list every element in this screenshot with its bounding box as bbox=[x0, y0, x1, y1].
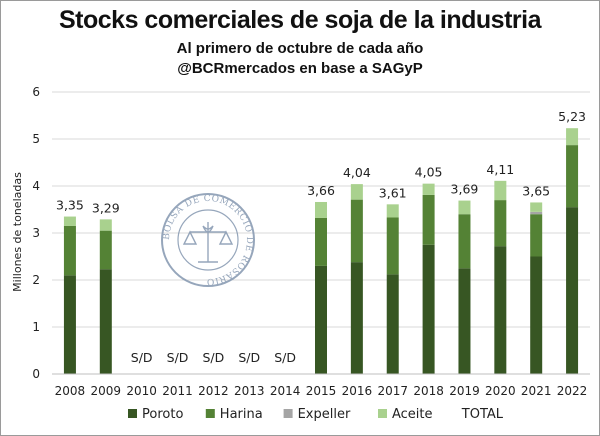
bar-aceite-2019 bbox=[458, 200, 471, 215]
total-label-2011: S/D bbox=[167, 350, 189, 365]
legend-swatch-poroto bbox=[128, 409, 137, 418]
x-tick-label: 2017 bbox=[377, 384, 408, 398]
chart-subtitle: Al primero de octubre de cada año bbox=[176, 40, 424, 57]
bar-poroto-2018 bbox=[422, 244, 435, 374]
y-tick-label: 5 bbox=[32, 132, 40, 146]
chart-title: Stocks comerciales de soja de la industr… bbox=[59, 6, 542, 34]
bar-harina-2021 bbox=[530, 214, 543, 257]
total-labels: 3,35 3,29 S/D S/D S/D S/D S/D 3,66 4,04 3,61 4,05 3… bbox=[56, 109, 586, 365]
bar-aceite-2008 bbox=[63, 216, 76, 226]
total-label-2017: 3,61 bbox=[379, 185, 407, 200]
x-tick-label: 2011 bbox=[162, 384, 193, 398]
x-tick-label: 2010 bbox=[126, 384, 157, 398]
y-tick-label: 3 bbox=[32, 226, 40, 240]
bar-expeller-2021 bbox=[530, 211, 543, 215]
bar-poroto-2008 bbox=[63, 275, 76, 374]
bar-poroto-2016 bbox=[350, 262, 363, 374]
x-tick-label: 2014 bbox=[270, 384, 301, 398]
legend-label-aceite: Aceite bbox=[392, 407, 433, 422]
chart-source: @BCRmercados en base a SAGyP bbox=[177, 60, 423, 77]
x-tick-label: 2012 bbox=[198, 384, 229, 398]
total-label-2022: 5,23 bbox=[558, 109, 586, 124]
bar-harina-2016 bbox=[350, 199, 363, 263]
bar-aceite-2017 bbox=[386, 204, 399, 218]
total-label-2010: S/D bbox=[131, 350, 153, 365]
bar-poroto-2017 bbox=[386, 274, 399, 374]
bar-harina-2019 bbox=[458, 214, 471, 269]
total-label-2012: S/D bbox=[203, 350, 225, 365]
y-tick-label: 6 bbox=[32, 85, 40, 99]
legend-label-harina: Harina bbox=[220, 407, 263, 422]
bar-poroto-2022 bbox=[566, 207, 579, 374]
x-tick-label: 2013 bbox=[234, 384, 265, 398]
bar-aceite-2022 bbox=[566, 128, 579, 146]
seal-scales-icon bbox=[182, 222, 234, 263]
x-tick-label: 2009 bbox=[91, 384, 122, 398]
total-label-2018: 4,05 bbox=[415, 165, 443, 180]
legend-label-poroto: Poroto bbox=[142, 407, 183, 422]
legend-swatch-expeller bbox=[283, 409, 293, 418]
bar-aceite-2016 bbox=[350, 184, 363, 200]
bar-harina-2020 bbox=[494, 200, 507, 247]
x-tick-label: 2016 bbox=[342, 384, 373, 398]
bar-aceite-2021 bbox=[530, 202, 543, 212]
y-axis-ticks: 0 1 2 3 4 5 6 bbox=[32, 85, 40, 381]
x-tick-label: 2021 bbox=[521, 384, 552, 398]
legend-label-total: TOTAL bbox=[461, 407, 504, 422]
x-tick-label: 2019 bbox=[449, 384, 480, 398]
bar-poroto-2009 bbox=[99, 269, 112, 374]
total-label-2020: 4,11 bbox=[486, 162, 514, 177]
bars bbox=[63, 128, 579, 374]
total-label-2014: S/D bbox=[274, 350, 296, 365]
bar-harina-2017 bbox=[386, 217, 399, 275]
bar-harina-2018 bbox=[422, 194, 435, 245]
bar-harina-2015 bbox=[315, 217, 327, 266]
bar-aceite-2009 bbox=[99, 219, 112, 231]
bcr-seal-watermark: BOLSA DE COMERCIO DE ROSARIO bbox=[161, 193, 255, 287]
bar-poroto-2021 bbox=[530, 256, 543, 374]
legend-swatch-aceite bbox=[378, 409, 387, 418]
y-tick-label: 4 bbox=[32, 179, 40, 193]
x-tick-label: 2018 bbox=[413, 384, 444, 398]
bar-harina-2008 bbox=[63, 225, 76, 276]
legend-swatch-harina bbox=[205, 409, 215, 418]
bar-poroto-2020 bbox=[494, 246, 507, 374]
x-tick-label: 2020 bbox=[485, 384, 516, 398]
total-label-2016: 4,04 bbox=[343, 165, 371, 180]
x-tick-label: 2008 bbox=[55, 384, 86, 398]
bar-harina-2009 bbox=[99, 230, 112, 270]
bar-poroto-2019 bbox=[458, 268, 471, 374]
y-tick-label: 0 bbox=[32, 367, 40, 381]
bar-aceite-2020 bbox=[494, 180, 507, 201]
y-tick-label: 2 bbox=[32, 273, 40, 287]
x-tick-label: 2015 bbox=[306, 384, 337, 398]
x-axis-ticks: 2008 2009 2010 2011 2012 2013 2014 2015 2016 2017… bbox=[55, 384, 588, 398]
bar-harina-2022 bbox=[566, 145, 579, 208]
legend: Poroto Harina Expeller Aceite TOTAL bbox=[128, 407, 504, 422]
total-label-2008: 3,35 bbox=[56, 198, 84, 213]
y-tick-label: 1 bbox=[32, 320, 40, 334]
total-label-2021: 3,65 bbox=[522, 183, 550, 198]
total-label-2013: S/D bbox=[238, 350, 260, 365]
x-tick-label: 2022 bbox=[557, 384, 588, 398]
legend-label-expeller: Expeller bbox=[298, 407, 351, 422]
bar-aceite-2015 bbox=[315, 201, 327, 218]
bar-aceite-2018 bbox=[422, 183, 435, 195]
total-label-2009: 3,29 bbox=[92, 200, 120, 215]
y-axis-label: Millones de toneladas bbox=[11, 172, 24, 292]
total-label-2019: 3,69 bbox=[451, 182, 479, 197]
bar-poroto-2015 bbox=[315, 265, 327, 374]
total-label-2015: 3,66 bbox=[307, 183, 335, 198]
